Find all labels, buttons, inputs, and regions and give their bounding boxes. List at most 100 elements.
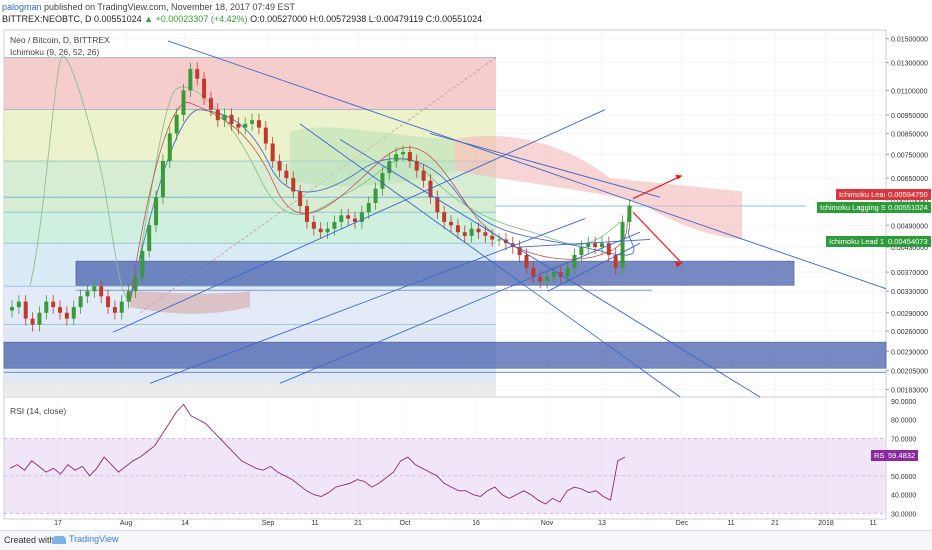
rsi-tick-label: 90.0000 [891,399,916,406]
trend-line [149,218,586,384]
candle-body [579,247,584,256]
trend-line [547,242,641,292]
bearish-arrow [632,211,683,264]
created-with-text: Created with [4,535,55,545]
candle-body [71,307,76,319]
price-change: ▲ +0.00023307 (+4.42%) [144,14,248,24]
candle-body [284,170,289,179]
trend-line [167,40,887,290]
time-tick-label: 16 [472,520,480,527]
footer-bar: Created with TradingView [0,530,932,550]
price-tick-label: 0.01100000 [891,88,928,95]
candle-body [593,243,598,248]
candle-body [30,318,35,325]
candle-body [599,243,604,248]
tradingview-brand[interactable]: TradingView [52,534,119,544]
time-tick-label: 21 [354,520,362,527]
candle-body [304,206,309,222]
rsi-tick-label: 70.0000 [891,436,916,443]
candle-body [106,296,111,308]
ichimoku-cloud-early [130,291,250,314]
candle-body [208,98,213,110]
time-tick-label: Dec [676,520,689,527]
candle-body [99,286,104,297]
candle-body [606,243,611,256]
chart-svg[interactable]: 0.01500000 0.01300000 0.01100000 0.00950000… [0,28,932,530]
candle-body [256,120,261,128]
candle-body [298,191,303,207]
ichimoku-cloud-red [455,135,742,240]
tradingview-text: TradingView [69,534,119,544]
price-tick-label: 0.00750000 [891,152,928,159]
author-link[interactable]: palogman [2,2,42,12]
candle-body [154,197,159,226]
price-tick-label: 0.00330000 [891,289,928,296]
candle-body [469,228,474,236]
candle-body [167,133,172,162]
candle-body [325,228,330,233]
fib-diagonal [139,57,497,314]
price-tick-label: 0.00290000 [891,311,928,318]
candle-body [174,114,179,134]
price-tick-label: 0.00370000 [891,270,928,277]
tradingview-logo-icon [52,535,66,544]
fib-band [4,57,496,110]
candle-body [551,272,556,277]
price-tick-label: 0.01500000 [891,37,928,44]
chart-title: Neo / Bitcoin, D, BITTREX [10,35,110,45]
price-tick-label: 0.00570000 [891,198,928,205]
candle-body [291,178,296,192]
candle-body [51,301,56,308]
bullish-arrowhead [675,174,682,180]
lead2-label: Ichimoku Lead 2 [836,189,898,200]
time-tick-label: Aug [120,520,133,527]
price-tick-label: 0.00183000 [891,388,928,395]
price-tick-label: 0.00205000 [891,369,928,376]
support-zone-upper [75,260,795,286]
price-tick-label: 0.00230000 [891,349,928,356]
candle-body [476,228,481,233]
candle-body [414,161,419,171]
candle-body [332,221,337,229]
rsi-line [9,403,626,505]
candle-body [44,301,49,313]
candle-body [119,301,124,313]
candle-body [181,90,186,115]
candle-body [421,170,426,181]
candle-body [442,212,447,222]
candle-body [435,197,440,213]
time-tick-label: Oct [400,520,411,527]
lead2-value: 0.00594750 [885,189,931,200]
time-tick-label: 13 [598,520,606,527]
candle-body [455,225,460,233]
lagging-span-line [29,55,621,299]
candle-body [620,221,625,268]
candle-body [538,276,543,282]
candle-body [16,301,21,308]
candle-body [160,161,165,198]
candle-body [229,114,234,124]
candle-body [407,152,412,162]
time-tick-label: 11 [311,520,318,527]
rsi-tick-label: 30.0000 [891,511,916,518]
candle-body [64,312,69,319]
bearish-arrowhead [675,261,682,268]
candle-body [92,286,97,292]
candle-body [380,173,385,189]
last-price: 0.00551024 [94,14,142,24]
candle-body [517,247,522,256]
publish-info: palogman published on TradingView.com, N… [2,2,295,12]
trend-line [299,123,681,398]
candle-body [10,307,14,311]
time-tick-label: 14 [181,520,189,527]
ohlc-values: O:0.00527000 H:0.00572938 L:0.00479119 C… [250,14,483,24]
candle-body [85,291,90,297]
rsi-tick-label: 50.0000 [891,474,916,481]
chart-area[interactable]: 0.01500000 0.01300000 0.01100000 0.00950000… [0,28,932,530]
lead1-value: 0.00454073 [885,236,931,247]
candle-body [243,123,248,128]
candle-body [58,307,63,313]
candle-body [524,255,529,268]
candle-body [572,255,577,268]
price-tick-label: 0.00260000 [891,329,928,336]
